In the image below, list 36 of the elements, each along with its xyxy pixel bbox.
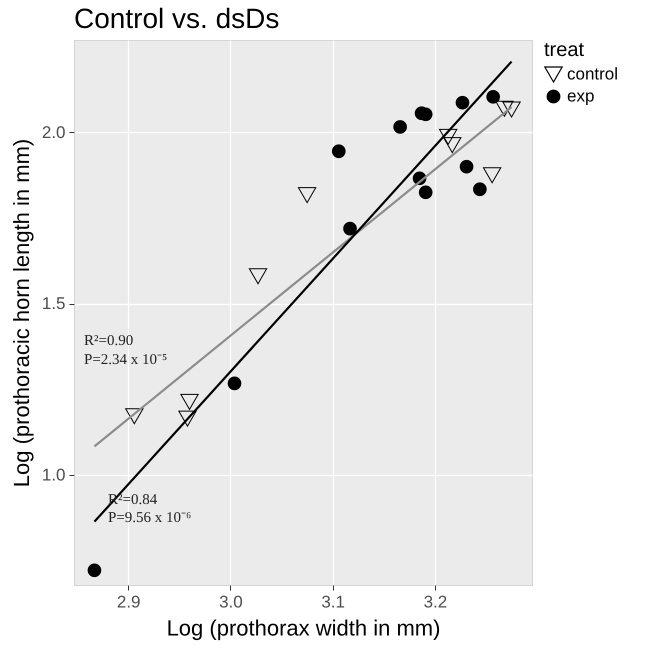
point: [502, 101, 521, 118]
point: [460, 160, 474, 174]
point: [332, 144, 346, 158]
x-axis-title: Log (prothorax width in mm): [166, 616, 440, 640]
annotation: P=9.56 x 10⁻⁶: [108, 510, 192, 526]
point: [343, 222, 357, 236]
y-tick-label: 1.5: [42, 294, 66, 314]
point: [125, 408, 144, 424]
annotation: P=2.34 x 10⁻⁵: [84, 352, 168, 368]
point: [482, 167, 502, 184]
x-tick-label: 3.1: [321, 592, 345, 612]
y-axis-title: Log (prothoracic horn length in mm): [8, 138, 34, 488]
x-tick-label: 3.2: [424, 592, 448, 612]
chart-title: Control vs. dsDs: [74, 3, 280, 34]
y-tick-label: 2.0: [42, 122, 66, 142]
legend-title: treat: [544, 39, 584, 61]
point: [248, 268, 268, 284]
point: [180, 394, 199, 410]
y-tick-label: 1.0: [42, 465, 66, 484]
point: [456, 96, 470, 110]
point: [486, 90, 500, 104]
point: [88, 563, 102, 578]
point: [495, 100, 514, 117]
x-tick-label: 2.9: [116, 592, 141, 612]
point: [418, 186, 433, 200]
point: [443, 137, 462, 154]
point: [298, 187, 316, 204]
point: [473, 182, 487, 196]
point: [228, 376, 242, 390]
point: [393, 120, 407, 134]
point: [439, 128, 458, 145]
x-tick-label: 3.0: [219, 592, 243, 612]
annotation: R²=0.90: [84, 333, 134, 349]
legend-label: control: [567, 64, 618, 84]
legend-label: exp: [567, 86, 594, 106]
point: [178, 410, 197, 427]
